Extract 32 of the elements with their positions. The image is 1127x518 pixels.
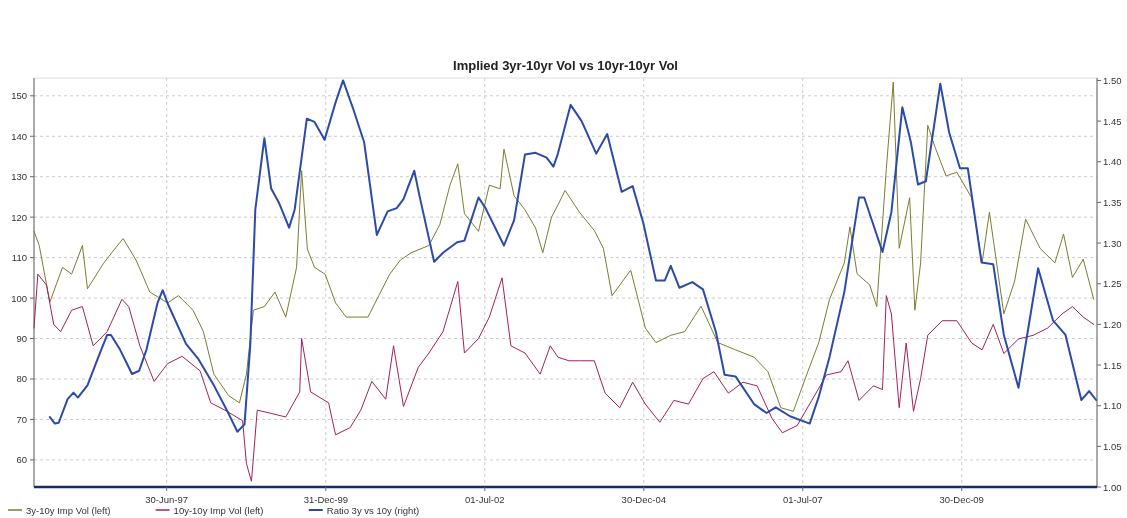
y2-tick-label: 1.40 bbox=[1103, 156, 1122, 168]
legend-label: 10y-10y Imp Vol (left) bbox=[173, 504, 264, 516]
y2-tick-label: 1.30 bbox=[1103, 237, 1122, 249]
legend-label: Ratio 3y vs 10y (right) bbox=[326, 504, 420, 516]
y2-tick-label: 1.15 bbox=[1103, 359, 1122, 371]
y2-tick-label: 1.00 bbox=[1103, 481, 1122, 493]
y-tick-label: 140 bbox=[11, 130, 27, 142]
y-tick-label: 120 bbox=[11, 211, 27, 223]
y-tick-label: 130 bbox=[11, 171, 27, 183]
x-tick-label: 01-Jul-02 bbox=[464, 494, 505, 505]
x-tick-label: 30-Dec-09 bbox=[939, 494, 984, 505]
y2-tick-label: 1.25 bbox=[1103, 278, 1122, 290]
y-tick-label: 60 bbox=[16, 454, 27, 466]
x-tick-label: 30-Dec-04 bbox=[621, 494, 666, 505]
legend-label: 3y-10y Imp Vol (left) bbox=[26, 504, 111, 516]
line-series bbox=[33, 273, 1095, 482]
y2-tick-label: 1.05 bbox=[1103, 440, 1122, 452]
y-tick-label: 110 bbox=[11, 252, 27, 264]
y-tick-label: 150 bbox=[11, 90, 27, 102]
y-tick-label: 100 bbox=[11, 292, 27, 304]
y2-tick-label: 1.45 bbox=[1103, 115, 1122, 127]
y2-tick-label: 1.10 bbox=[1103, 400, 1122, 412]
chart-title: Implied 3yr-10yr Vol vs 10yr-10yr Vol bbox=[453, 58, 678, 73]
x-tick-label: 31-Dec-99 bbox=[303, 494, 348, 505]
x-tick-label: 01-Jul-07 bbox=[782, 494, 823, 505]
y-tick-label: 90 bbox=[16, 333, 27, 345]
y2-tick-label: 1.20 bbox=[1103, 318, 1122, 330]
y-tick-label: 80 bbox=[16, 373, 27, 385]
x-tick-label: 30-Jun-97 bbox=[145, 494, 189, 505]
y-tick-label: 70 bbox=[16, 413, 27, 425]
y2-tick-label: 1.50 bbox=[1103, 74, 1122, 86]
y2-tick-label: 1.35 bbox=[1103, 196, 1122, 208]
